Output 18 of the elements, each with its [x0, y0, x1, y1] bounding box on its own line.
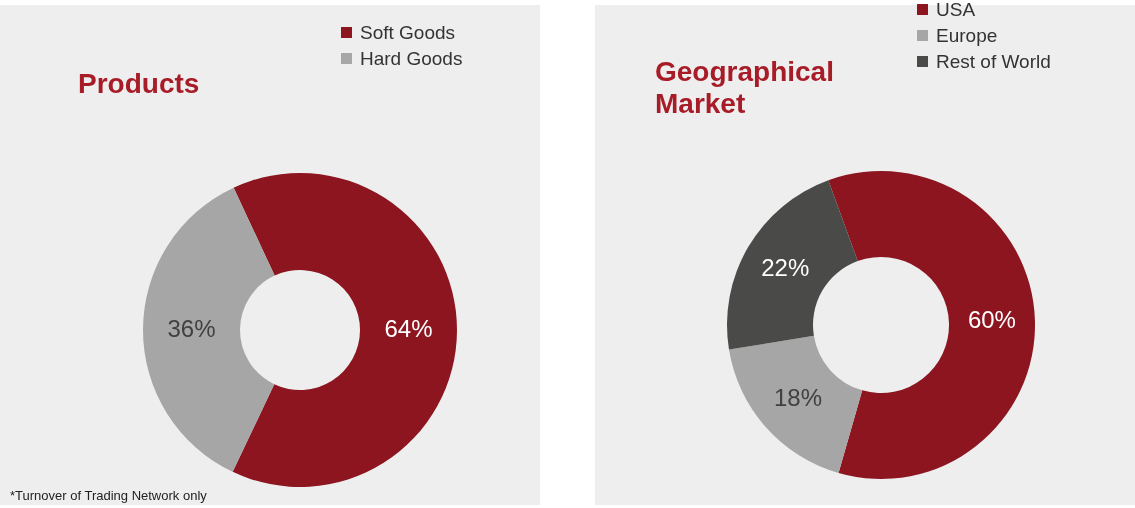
legend-label: Europe	[936, 24, 998, 46]
data-label: 36%	[167, 314, 216, 342]
text: *Turnover of Trading Network only	[10, 488, 208, 503]
donut-slice	[727, 180, 858, 350]
text: Geographical Market	[655, 56, 834, 119]
legend-label: Soft Goods	[360, 21, 456, 43]
donut-slice	[232, 173, 457, 487]
data-label: 64%	[384, 315, 433, 343]
donut-slice	[828, 171, 1035, 479]
legend-label: USA	[936, 0, 976, 20]
data-label: 60%	[967, 306, 1016, 334]
donut-slice	[728, 335, 863, 474]
text: Products	[78, 68, 200, 99]
donut-slice	[143, 187, 275, 472]
legend-label: Rest of World	[936, 50, 1051, 72]
data-label: 22%	[761, 253, 810, 281]
data-label: 18%	[773, 383, 823, 411]
legend-label: Hard Goods	[360, 47, 463, 69]
